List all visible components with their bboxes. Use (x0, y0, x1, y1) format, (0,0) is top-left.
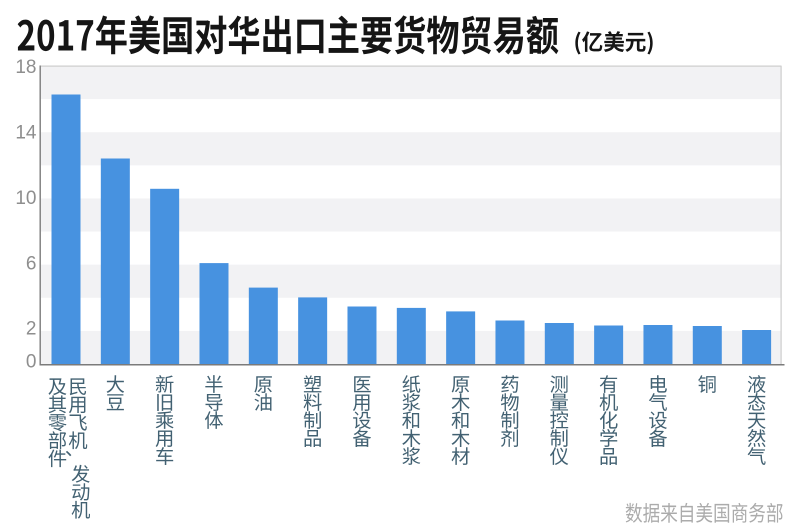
svg-text:18: 18 (15, 57, 36, 78)
svg-text:6: 6 (26, 253, 37, 274)
svg-text:14: 14 (15, 123, 37, 144)
svg-text:0: 0 (26, 351, 37, 372)
svg-text:2: 2 (26, 319, 37, 340)
svg-text:10: 10 (15, 188, 36, 209)
